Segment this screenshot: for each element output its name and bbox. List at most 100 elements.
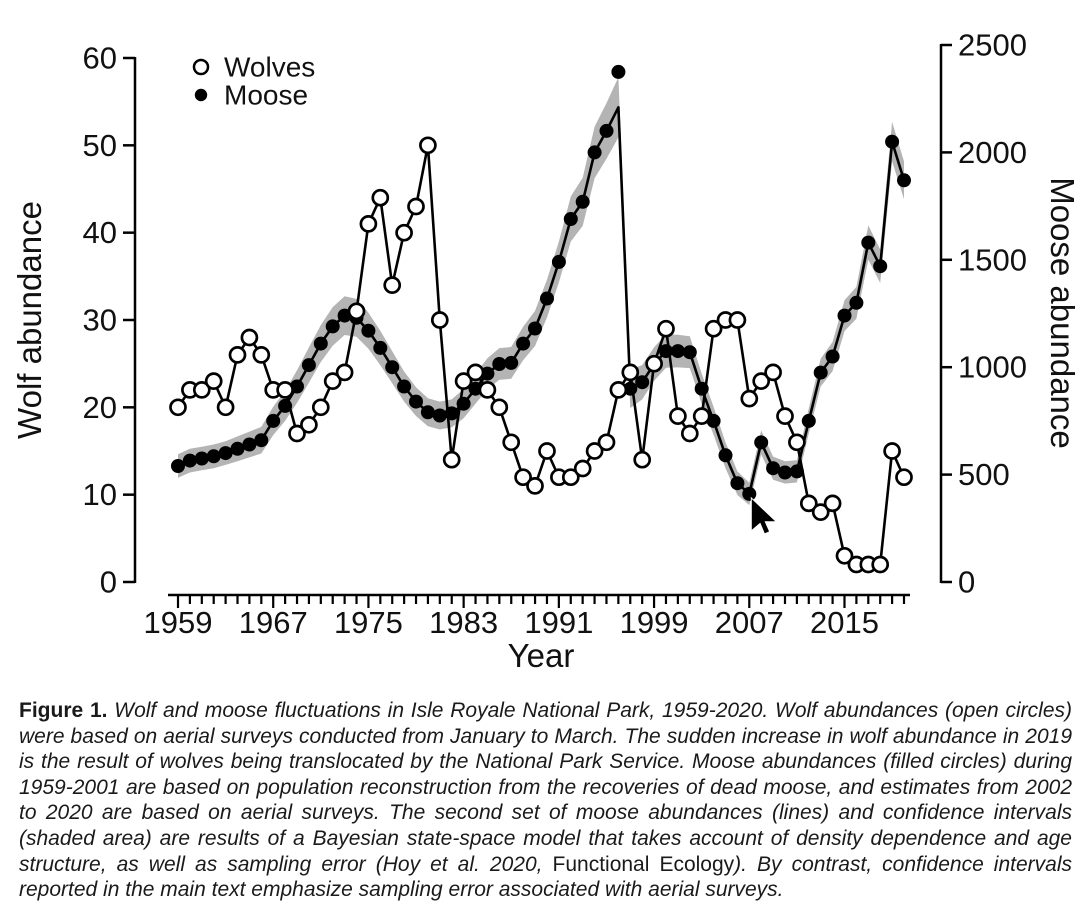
caption-text-after-journal: ). By contrast, confidence intervals rep… — [19, 852, 1073, 902]
moose-data-point-1979 — [409, 394, 423, 409]
wolf-data-point-2011 — [788, 433, 806, 452]
wolf-data-point-2004 — [704, 319, 723, 338]
wolf-data-point-2018 — [871, 555, 890, 574]
moose-data-point-1991 — [551, 254, 566, 269]
moose-data-point-2020 — [897, 173, 911, 188]
moose-data-point-1961 — [194, 451, 209, 466]
moose-data-point-2018 — [873, 259, 888, 274]
moose-data-point-1988 — [516, 336, 531, 351]
right-axis-tick-label-2500: 2500 — [958, 28, 1027, 63]
caption-text-before-journal: Wolf and moose fluctuations in Isle Roya… — [19, 699, 1072, 876]
right-axis-tick-label-500: 500 — [958, 457, 1010, 492]
moose-data-point-1959 — [171, 459, 185, 473]
x-axis-tick-label-1999: 1999 — [620, 605, 689, 640]
moose-data-point-1989 — [528, 321, 542, 336]
moose-data-point-1993 — [575, 194, 590, 209]
moose-data-point-1965 — [242, 437, 257, 452]
caption-label: Figure 1. — [19, 699, 108, 722]
wolf-data-point-1987 — [502, 433, 521, 452]
wolf-data-point-1986 — [490, 398, 509, 417]
moose-data-point-1981 — [432, 408, 447, 423]
wolf-data-point-1966 — [252, 346, 271, 364]
wolf-data-point-2006 — [728, 311, 747, 329]
left-axis-tick-label-40: 40 — [83, 215, 117, 250]
moose-data-point-2014 — [825, 349, 840, 364]
wolf-data-point-1965 — [240, 328, 259, 347]
wolf-data-point-1964 — [228, 346, 247, 364]
wolf-data-point-1973 — [335, 363, 354, 382]
moose-data-point-1972 — [325, 319, 340, 334]
moose-data-point-2017 — [861, 235, 876, 250]
x-axis-tick-label-1967: 1967 — [239, 605, 308, 640]
moose-series — [171, 64, 911, 501]
wolf-data-point-1980 — [419, 136, 437, 155]
wolf-data-point-2010 — [776, 407, 794, 425]
right-axis: 0 500 1000 1500 2000 2500 — [939, 28, 1027, 600]
x-axis-title: Year — [508, 637, 575, 674]
wolf-data-point-2003 — [692, 407, 711, 425]
wolf-data-point-1961 — [192, 381, 211, 399]
wolf-data-point-2013 — [811, 503, 830, 521]
wolf-data-point-1993 — [573, 459, 592, 478]
right-axis-tick-label-0: 0 — [958, 565, 975, 600]
left-axis: 0 10 20 30 40 50 60 — [83, 41, 137, 600]
right-axis-tick-label-2000: 2000 — [958, 135, 1027, 170]
left-axis-tick-label-60: 60 — [83, 41, 117, 76]
moose-data-point-1995 — [599, 123, 614, 138]
moose-data-point-2015 — [837, 308, 852, 323]
moose-data-point-2013 — [813, 365, 828, 380]
wolf-data-point-1983 — [454, 372, 473, 390]
wolf-data-point-2019 — [883, 442, 901, 460]
moose-data-point-2001 — [670, 344, 685, 359]
wolf-data-point-2009 — [764, 363, 782, 382]
wolf-data-point-1992 — [561, 468, 580, 487]
x-axis-tick-label-2007: 2007 — [715, 605, 784, 640]
x-axis-tick-label-2015: 2015 — [810, 605, 879, 640]
wolf-data-point-1979 — [407, 197, 425, 216]
wolf-data-point-1978 — [395, 223, 413, 242]
wolf-data-point-1970 — [300, 415, 318, 434]
moose-data-point-1996 — [611, 64, 626, 79]
wolf-data-point-2002 — [680, 424, 699, 443]
moose-data-point-1964 — [230, 441, 245, 456]
wolf-data-point-2015 — [835, 546, 854, 565]
wolf-data-point-1998 — [633, 450, 652, 469]
cursor-pointer — [750, 496, 778, 535]
wolf-line — [176, 144, 906, 566]
moose-data-point-2012 — [801, 413, 816, 428]
figure-caption: Figure 1. Wolf and moose fluctuations in… — [19, 698, 1072, 903]
legend-moose-filled-circle-icon — [194, 88, 208, 102]
x-axis-tick-label-1959: 1959 — [144, 605, 213, 640]
left-axis-tick-label-50: 50 — [83, 128, 117, 163]
wolf-data-point-1995 — [597, 433, 616, 452]
wolf-data-point-1989 — [526, 477, 544, 495]
moose-data-point-2005 — [718, 448, 733, 463]
moose-data-point-1986 — [492, 357, 507, 371]
wolf-moose-chart: 0 10 20 30 40 50 60 Wolf abundance 0 500 1000 1500 2… — [11, 28, 1081, 675]
wolf-data-point-2000 — [657, 319, 675, 338]
right-axis-tick-label-1500: 1500 — [958, 242, 1027, 277]
moose-data-point-1992 — [563, 212, 578, 226]
moose-data-point-2008 — [754, 435, 769, 450]
moose-data-point-1966 — [254, 433, 269, 448]
x-axis-tick-label-1983: 1983 — [429, 605, 498, 640]
wolf-data-point-1963 — [216, 398, 235, 417]
moose-data-point-2016 — [849, 295, 864, 310]
moose-data-point-2002 — [682, 345, 697, 360]
moose-data-point-1998 — [635, 375, 650, 390]
moose-data-point-1971 — [313, 336, 328, 351]
wolf-data-point-1997 — [621, 363, 640, 382]
wolf-data-point-1972 — [323, 372, 342, 390]
right-axis-title: Moose abundance — [1044, 177, 1081, 449]
wolf-data-point-1975 — [359, 215, 378, 233]
x-axis: 1959 1967 1975 1983 1991 1999 2007 2015 — [144, 593, 910, 640]
wolf-data-point-2012 — [799, 494, 818, 513]
wolf-data-point-1990 — [538, 442, 556, 460]
moose-data-point-2019 — [885, 134, 900, 149]
wolf-data-point-1999 — [645, 354, 663, 373]
wolf-series — [169, 136, 913, 574]
moose-data-point-1990 — [540, 291, 554, 306]
wolf-data-point-1969 — [288, 424, 306, 443]
legend-wolves-open-circle-icon — [192, 58, 210, 76]
